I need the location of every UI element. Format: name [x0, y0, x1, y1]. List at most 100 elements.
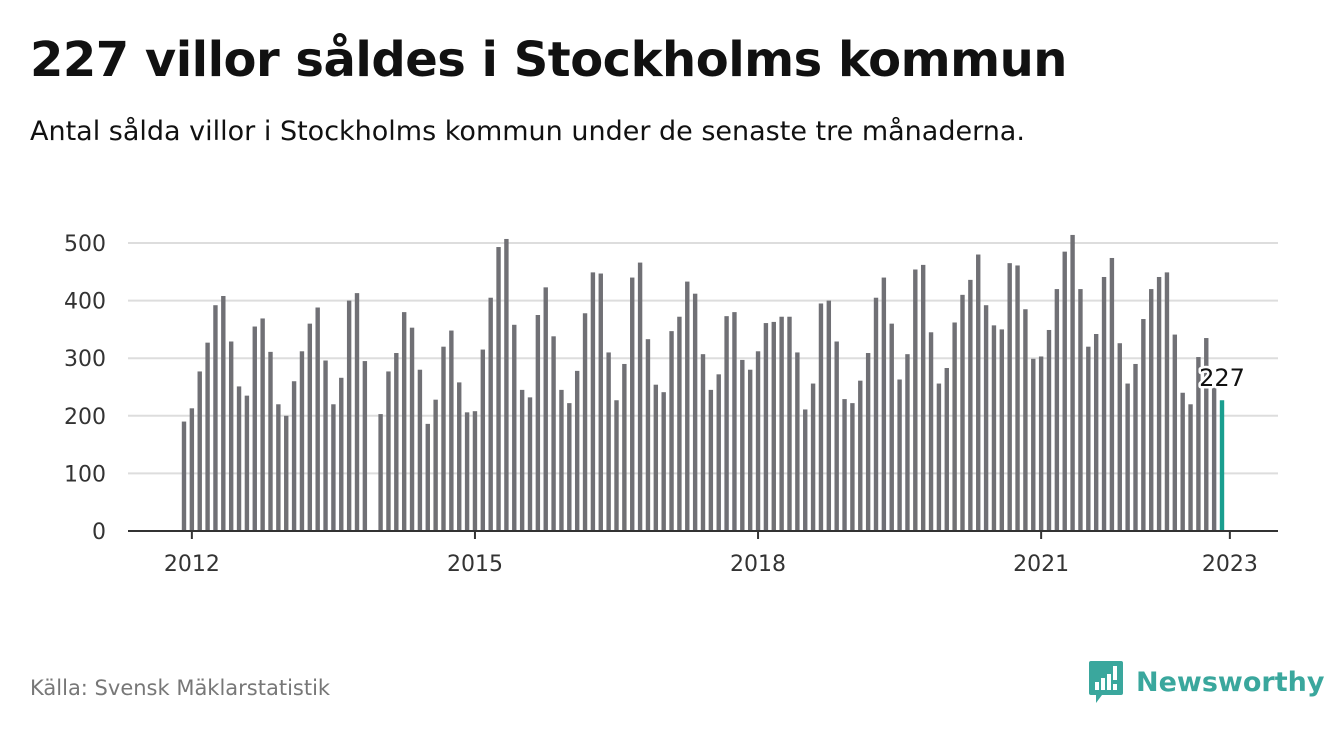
bar: [976, 254, 981, 531]
bar: [284, 415, 289, 531]
bar: [527, 397, 533, 531]
bar: [464, 412, 470, 531]
bar: [433, 399, 438, 531]
bar: [409, 327, 415, 531]
bar: [181, 421, 187, 531]
bar: [1078, 289, 1083, 531]
bar: [669, 331, 674, 531]
bar: [716, 374, 721, 531]
bar: [865, 353, 871, 531]
bar: [803, 409, 808, 531]
bar: [881, 277, 887, 531]
value-label: 227: [1199, 364, 1245, 392]
bar: [873, 297, 879, 531]
bar: [378, 414, 383, 531]
y-tick-label: 500: [64, 232, 106, 257]
y-tick-label: 300: [64, 347, 106, 372]
bar: [519, 389, 525, 531]
bar: [1188, 404, 1193, 531]
bar: [747, 369, 753, 531]
bar: [622, 363, 627, 531]
bar: [268, 351, 273, 531]
bar: [323, 360, 328, 531]
bar: [983, 305, 989, 531]
bar: [740, 359, 745, 531]
bar: [1086, 346, 1091, 531]
x-tick-label: 2023: [1202, 552, 1258, 577]
bar: [1172, 334, 1178, 531]
bar: [700, 354, 706, 531]
bar: [346, 300, 352, 531]
bar: [661, 392, 666, 531]
x-tick-label: 2021: [1013, 552, 1069, 577]
bar: [1180, 392, 1185, 531]
bar: [394, 353, 399, 531]
bar: [386, 371, 391, 531]
bar: [417, 369, 423, 531]
bar: [228, 341, 234, 531]
bar: [260, 318, 265, 531]
x-tick-label: 2012: [164, 552, 220, 577]
bar: [842, 399, 847, 531]
bar: [472, 411, 478, 531]
bar: [574, 370, 580, 531]
bar: [645, 339, 651, 531]
bar: [1062, 251, 1067, 531]
bar: [551, 336, 556, 531]
bar: [810, 383, 816, 531]
bar: [1117, 343, 1122, 531]
bar: [724, 316, 729, 531]
bar: [1054, 289, 1060, 531]
bar: [685, 281, 690, 531]
bar: [952, 322, 957, 531]
x-tick-label: 2015: [447, 552, 503, 577]
page-title: 227 villor såldes i Stockholms kommun: [30, 32, 1067, 88]
bar: [834, 341, 839, 531]
bar: [905, 354, 910, 531]
bar: [299, 351, 305, 531]
bar: [1046, 329, 1052, 531]
bar: [920, 264, 926, 531]
bar: [818, 303, 824, 531]
bar: [221, 295, 226, 531]
bar: [755, 351, 761, 531]
bar: [291, 381, 297, 531]
bar: [889, 323, 894, 531]
bar: [331, 404, 336, 531]
bar: [732, 312, 737, 531]
bar: [858, 380, 863, 531]
bar: [787, 316, 792, 531]
bar: [457, 382, 462, 531]
source-note: Källa: Svensk Mäklarstatistik: [30, 676, 331, 700]
bar: [425, 423, 430, 531]
bar: [637, 262, 643, 531]
y-tick-label: 100: [64, 462, 106, 487]
bar: [1109, 257, 1115, 531]
bar: [826, 300, 832, 531]
bar: [339, 377, 344, 531]
bar: [999, 329, 1005, 531]
bar: [1031, 358, 1036, 531]
bar: [535, 315, 541, 531]
bar: [1196, 357, 1201, 531]
bar: [354, 293, 360, 531]
bar: [1070, 234, 1075, 531]
bar: [928, 332, 934, 531]
newsworthy-brand[interactable]: Newsworthy: [1088, 660, 1324, 704]
x-tick-label: 2018: [730, 552, 786, 577]
bar: [1164, 272, 1170, 531]
highlight-bar: [1219, 400, 1225, 531]
bar: [779, 316, 784, 531]
bar: [543, 287, 548, 531]
bar: [614, 400, 619, 531]
bar: [567, 403, 572, 531]
bar: [582, 313, 588, 531]
bar: [960, 294, 965, 531]
bar: [276, 404, 281, 531]
bar: [1204, 338, 1209, 531]
bar: [1038, 356, 1044, 531]
bar: [213, 305, 218, 531]
bar: [692, 293, 698, 531]
bar: [1101, 276, 1107, 531]
brand-name: Newsworthy: [1136, 666, 1325, 698]
